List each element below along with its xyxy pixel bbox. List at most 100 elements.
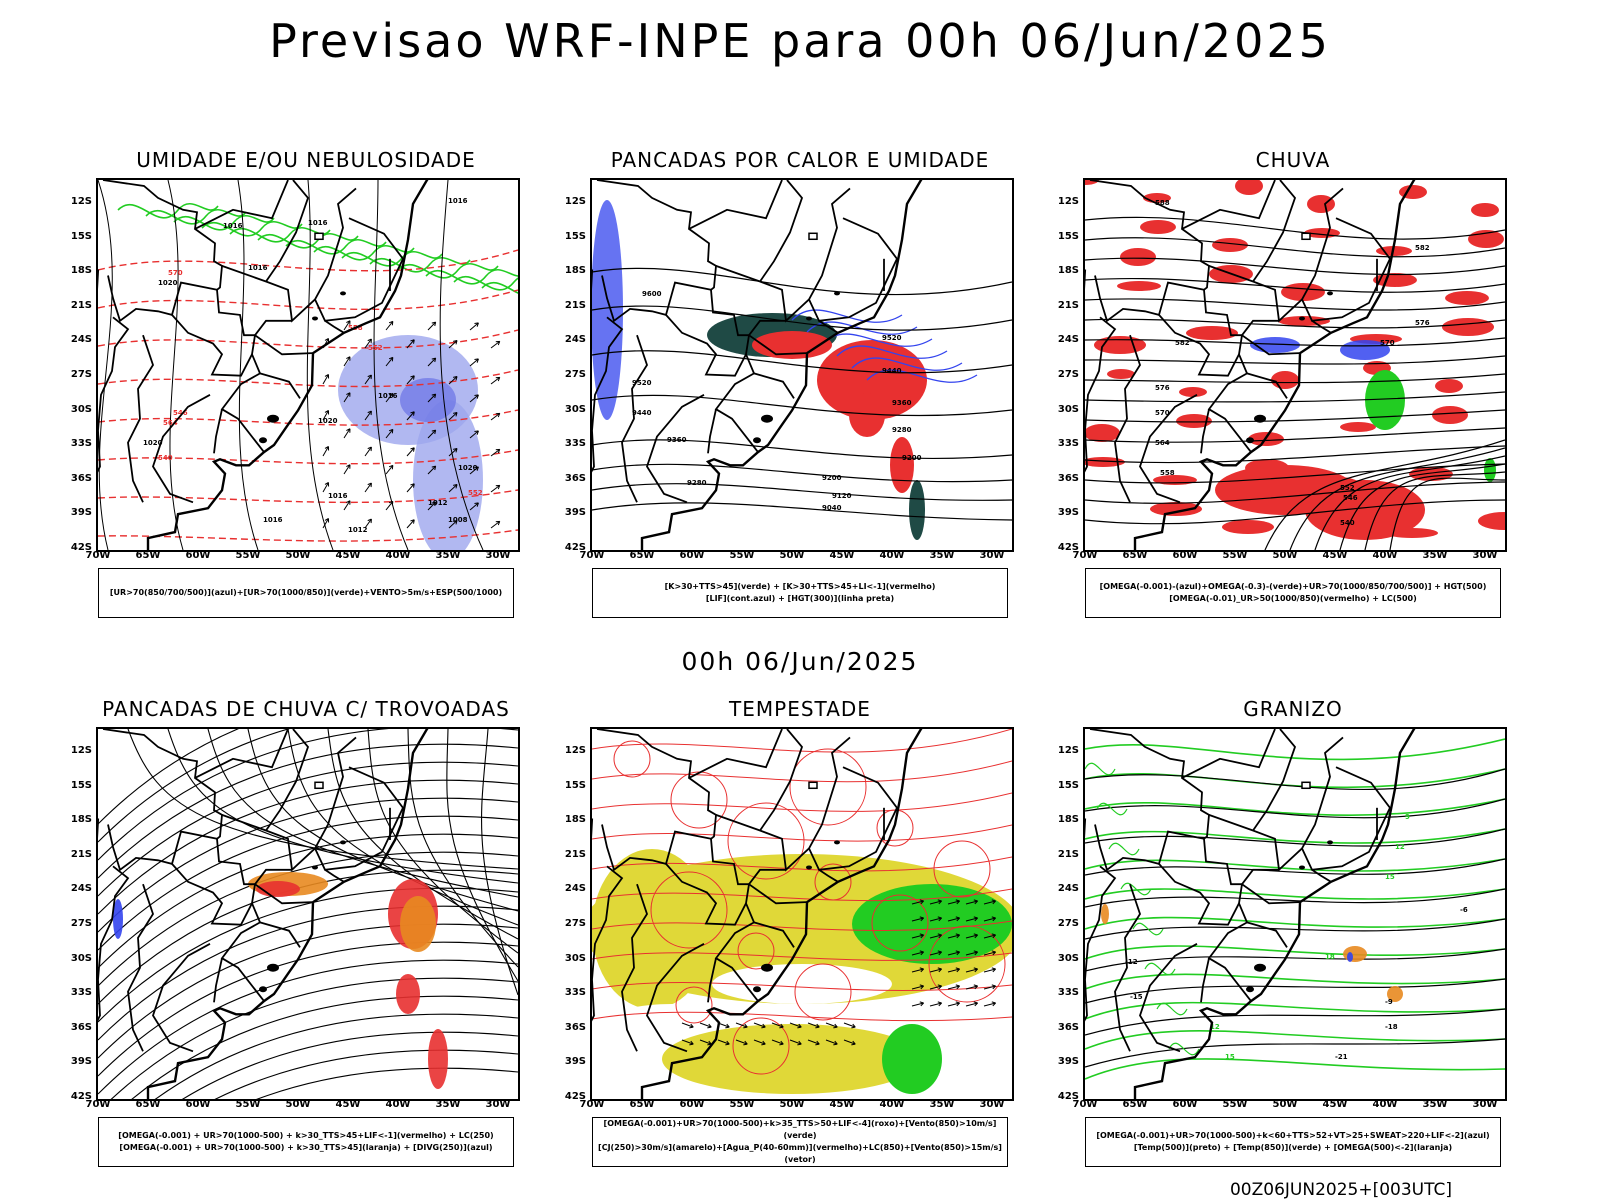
lon-tick-label: 40W xyxy=(385,550,411,561)
border-line xyxy=(221,736,357,872)
wind-vector xyxy=(385,428,394,439)
hgt500-contour xyxy=(1085,409,1505,423)
field-overlay: 9600 9520 9440 9360 9280 9200 9120 9040 9520 9440… xyxy=(592,200,1012,540)
lat-tick-label: 42S xyxy=(1057,1091,1079,1102)
wind-vector xyxy=(947,899,960,905)
contour-label: 582 xyxy=(1415,244,1430,252)
humidity-contour-green xyxy=(397,263,499,279)
contour-label: 1016 xyxy=(378,392,398,400)
lc850-contour xyxy=(727,802,805,880)
panel-title: CHUVA xyxy=(1255,148,1331,172)
wind-vector xyxy=(490,376,501,385)
border-line xyxy=(107,275,218,323)
rain-red xyxy=(1085,424,1120,442)
lc850-contour xyxy=(871,894,929,952)
contour-label: 1016 xyxy=(263,516,283,524)
lon-tick-label: 65W xyxy=(135,1099,161,1110)
contour-label: 1012 xyxy=(428,499,448,507)
temp850-contour xyxy=(1108,842,1140,856)
contour-label: -18 xyxy=(1385,1023,1398,1031)
contour-label: 12 xyxy=(1395,843,1405,851)
lat-tick-label: 27S xyxy=(70,918,92,929)
lat-tick-label: 15S xyxy=(564,779,586,791)
contour-label: 9 xyxy=(1405,813,1410,821)
wind-vector xyxy=(322,410,330,421)
lc850-contour xyxy=(613,740,651,778)
border-line xyxy=(1301,766,1392,871)
streamline xyxy=(98,833,518,969)
wind-vector xyxy=(385,320,394,331)
lat-tick-label: 39S xyxy=(564,1056,586,1068)
wind-vector xyxy=(490,340,501,349)
contour-label: 570 xyxy=(1380,339,1395,347)
wind-vector xyxy=(825,1022,838,1029)
temp850-contour xyxy=(1085,798,1505,816)
lat-tick-label: 18S xyxy=(564,814,586,826)
lake xyxy=(312,316,318,321)
lat-tick-label: 27S xyxy=(564,369,586,380)
lat-tick-label: 21S xyxy=(70,848,92,860)
lat-tick-label: 24S xyxy=(70,883,92,895)
thickness-contour xyxy=(98,449,518,465)
rain-red xyxy=(1107,369,1135,379)
wind-vector xyxy=(843,1022,856,1029)
lat-tick-label: 21S xyxy=(1057,848,1079,860)
wind-vector xyxy=(929,1001,942,1007)
streamline xyxy=(98,923,518,1059)
lat-tick-label: 36S xyxy=(1057,472,1079,484)
lat-tick-label: 42S xyxy=(564,542,586,553)
temp850-contour xyxy=(1085,945,1505,960)
streamline xyxy=(98,729,240,825)
humidity-contour-green xyxy=(257,233,359,249)
border-line xyxy=(314,766,405,871)
lat-tick-label: 12S xyxy=(564,745,586,756)
federal-district xyxy=(314,232,324,241)
temp850-contour xyxy=(1156,1002,1188,1016)
lc850-contour xyxy=(732,1017,790,1075)
li-red xyxy=(849,393,885,437)
wind-vector xyxy=(735,1022,748,1029)
federal-district xyxy=(1301,781,1311,790)
border-line xyxy=(1311,869,1332,883)
lagoa-mirim xyxy=(753,986,761,993)
temp850-contour xyxy=(1085,858,1505,872)
lon-tick-label: 65W xyxy=(629,1099,655,1110)
streamline xyxy=(98,887,518,1023)
lon-tick-label: 55W xyxy=(729,1099,755,1110)
wind-vector xyxy=(965,967,978,973)
wind-vector xyxy=(385,392,394,403)
lat-tick-label: 24S xyxy=(70,334,92,346)
border-line xyxy=(715,736,851,872)
lc500-contour xyxy=(1264,439,1505,550)
streamline xyxy=(110,977,518,1099)
lc850-contour xyxy=(592,729,1012,753)
border-line xyxy=(818,869,839,883)
lc850-contour xyxy=(650,871,728,949)
border-line xyxy=(1085,865,1117,1022)
omega500-orange xyxy=(1101,904,1109,924)
border-line xyxy=(592,316,624,473)
wind-vector xyxy=(807,1039,820,1046)
lon-tick-label: 35W xyxy=(1422,550,1448,561)
lat-tick-label: 21S xyxy=(70,299,92,311)
humidity-contour-green xyxy=(145,209,247,225)
contour-label: 546 xyxy=(1343,494,1358,502)
wind-vector xyxy=(947,1001,960,1007)
temp850-contour xyxy=(1144,962,1176,976)
wind-vector xyxy=(807,1022,820,1029)
thickness-contour xyxy=(98,529,518,542)
temp850-contour xyxy=(1085,1058,1505,1080)
lon-tick-label: 60W xyxy=(185,550,211,561)
lagoa-dos-patos xyxy=(1254,414,1266,423)
humidity-core-blue xyxy=(400,378,456,422)
wind-vector xyxy=(322,518,330,529)
wind-vector xyxy=(322,482,330,493)
rain-red xyxy=(1442,318,1494,336)
wind-vector xyxy=(448,448,458,457)
contour-label: 12 xyxy=(1210,1023,1220,1031)
lat-tick-label: 24S xyxy=(564,334,586,346)
wind-vector xyxy=(965,916,978,922)
lc500-contour xyxy=(1289,447,1505,550)
wind850-green xyxy=(882,1024,942,1094)
lon-tick-label: 45W xyxy=(335,550,361,561)
